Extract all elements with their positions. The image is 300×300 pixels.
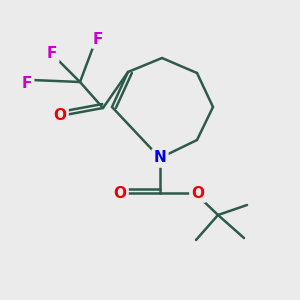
Text: F: F xyxy=(22,76,32,91)
Text: F: F xyxy=(93,32,103,46)
Text: O: O xyxy=(53,107,67,122)
Text: F: F xyxy=(47,46,57,62)
Text: O: O xyxy=(191,185,205,200)
Text: O: O xyxy=(113,185,127,200)
Text: N: N xyxy=(154,151,166,166)
